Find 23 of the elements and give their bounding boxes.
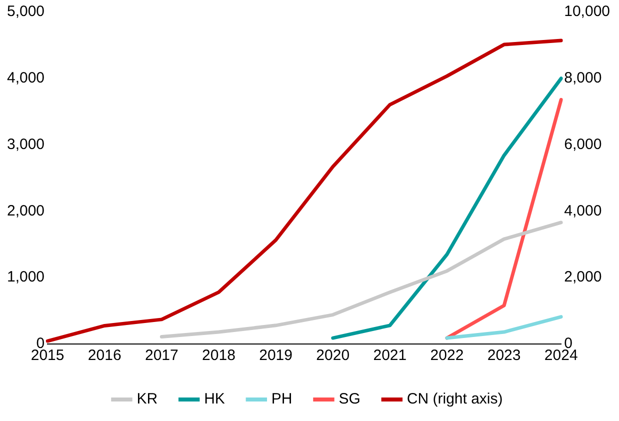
y2-tick-label: 8,000 <box>564 70 602 87</box>
y2-tick-label: 10,000 <box>564 3 610 20</box>
y2-tick-label: 4,000 <box>564 202 602 220</box>
legend-label: KR <box>136 390 158 408</box>
legend-label: HK <box>204 390 225 408</box>
x-tick-label: 2019 <box>259 347 292 364</box>
x-tick-label: 2016 <box>88 347 122 364</box>
x-tick-label: 2023 <box>487 347 521 364</box>
y-tick-label: 3,000 <box>6 136 45 153</box>
y-tick-label: 4,000 <box>6 70 45 87</box>
legend-label: SG <box>338 390 360 408</box>
legend-label: PH <box>271 390 292 408</box>
x-tick-label: 2021 <box>373 347 407 364</box>
y-tick-label: 1,000 <box>6 268 45 286</box>
y-tick-label: 2,000 <box>6 202 45 220</box>
legend-label: CN (right axis) <box>406 390 503 408</box>
y-tick-label: 5,000 <box>6 3 45 20</box>
x-tick-label: 2018 <box>202 347 236 364</box>
y2-tick-label: 6,000 <box>564 136 602 153</box>
x-tick-label: 2017 <box>144 347 178 364</box>
y2-tick-label: 2,000 <box>564 268 602 286</box>
x-tick-label: 2022 <box>430 347 464 364</box>
x-tick-label: 2020 <box>316 347 350 364</box>
